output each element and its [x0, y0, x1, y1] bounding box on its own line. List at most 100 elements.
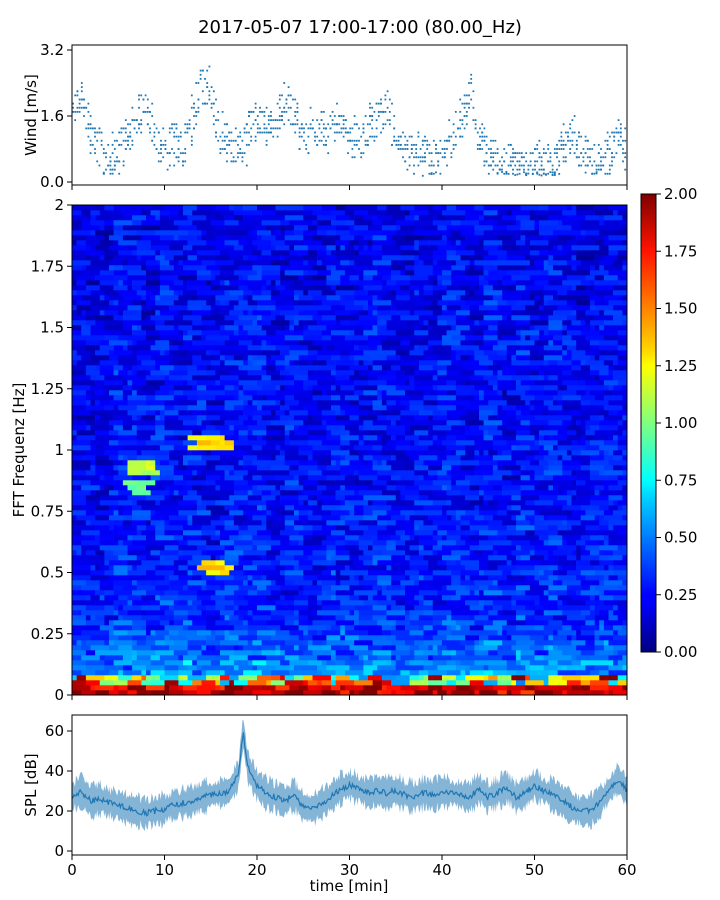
spectrogram-cell — [474, 440, 494, 446]
spectrogram-cell — [395, 665, 406, 671]
spectrogram-cell — [270, 450, 281, 456]
wind-point — [237, 143, 239, 146]
spectrogram-cell — [511, 675, 526, 681]
wind-point — [149, 131, 151, 134]
spectrogram-cell — [534, 575, 540, 581]
spectrogram-cell — [474, 330, 484, 336]
wind-point — [536, 148, 539, 150]
spectrogram-cell — [335, 345, 355, 351]
spectrogram-cell — [247, 490, 253, 496]
spectrogram-cell — [566, 680, 582, 686]
spectrogram-cell — [210, 375, 221, 381]
spectrogram-cell — [220, 690, 235, 696]
spectrogram-cell — [164, 420, 184, 426]
spectrogram-cell — [72, 370, 87, 376]
spectrogram-cell — [220, 495, 230, 501]
spectrogram-cell — [590, 655, 609, 661]
spectrogram-cell — [418, 370, 438, 376]
spectrogram-cell — [363, 390, 378, 396]
spectrogram-cell — [257, 360, 267, 366]
spectrogram-cell — [446, 420, 461, 426]
spectrogram-cell — [136, 435, 151, 441]
spectrogram-cell — [178, 600, 188, 606]
spectrogram-cell — [344, 390, 355, 396]
wind-y-ticks: 0.01.63.2 — [40, 41, 72, 191]
wind-point — [256, 115, 259, 117]
spectrogram-cell — [280, 350, 290, 356]
wind-point — [296, 123, 299, 126]
spectrogram-cell — [196, 390, 216, 396]
spectrogram-cell — [608, 370, 614, 376]
spectrogram-cell — [118, 450, 138, 456]
wind-point — [564, 156, 567, 159]
wind-point — [234, 160, 237, 163]
spectrogram-cell — [465, 345, 480, 351]
spectrogram-cell — [409, 645, 420, 651]
spectrogram-cell — [192, 485, 202, 491]
wind-y-tick-label: 3.2 — [40, 41, 64, 59]
spectrogram-cell — [451, 480, 457, 486]
wind-point — [364, 115, 367, 117]
spectrogram-cell — [534, 640, 554, 646]
wind-point — [241, 160, 244, 163]
wind-point — [259, 127, 261, 130]
spectrogram-cell — [571, 360, 582, 366]
spectrogram-cell — [381, 390, 387, 396]
spectrogram-cell — [603, 575, 609, 581]
wind-point — [492, 152, 495, 155]
wind-point — [606, 172, 609, 175]
spectrogram-cell — [266, 365, 276, 371]
spectrogram-cell — [585, 440, 591, 446]
spectrogram-cell — [465, 300, 484, 306]
spectrogram-cell — [405, 660, 410, 666]
spectrogram-cell — [118, 360, 138, 366]
spectrogram-cell — [95, 510, 105, 516]
wind-point — [450, 135, 453, 138]
spectrogram-cell — [608, 400, 628, 406]
spectrogram-cell — [183, 625, 188, 631]
spectrogram-cell — [206, 605, 216, 611]
wind-point — [584, 164, 587, 167]
spectrogram-cell — [428, 415, 434, 421]
spectrogram-cell — [469, 530, 475, 536]
wind-point — [611, 152, 613, 155]
wind-point — [116, 160, 118, 163]
spectrogram-cell — [608, 450, 614, 456]
spectrogram-cell — [465, 445, 475, 451]
spectrogram-cell — [183, 440, 198, 446]
spectrogram-cell — [479, 595, 489, 601]
spectrogram-cell — [215, 645, 235, 651]
wind-point — [292, 123, 294, 126]
spectrogram-cell — [122, 375, 138, 381]
spectrogram-cell — [321, 670, 336, 676]
spectrogram-cell — [437, 540, 457, 546]
spectrogram-cell — [109, 295, 124, 301]
spectrogram-cell — [599, 580, 605, 586]
spectrogram-cell — [543, 370, 549, 376]
spectrogram-cell — [400, 655, 415, 661]
spectrogram-cell — [72, 395, 87, 401]
spectrogram-cell — [455, 560, 461, 566]
spectrogram-cell — [497, 305, 512, 311]
wind-point — [413, 156, 415, 159]
spectrogram-cell — [122, 295, 142, 301]
spectrogram-cell — [233, 665, 239, 671]
spectrogram-cell — [474, 645, 480, 651]
spectrogram-cell — [409, 355, 424, 361]
spectrogram-cell — [169, 340, 184, 346]
spectrogram-cell — [548, 670, 554, 676]
spectrogram-cell — [423, 485, 443, 491]
spectrogram-cell — [257, 340, 262, 346]
spectrogram-cell — [437, 365, 447, 371]
spectrogram-cell — [354, 475, 360, 481]
spectrogram-cell — [566, 585, 582, 591]
spectrogram-cell — [289, 660, 309, 666]
spectrogram-cell — [580, 520, 600, 526]
spectrogram-cell — [224, 440, 235, 446]
spectrogram-cell — [187, 435, 207, 441]
spectrogram-cell — [460, 380, 466, 386]
spectrogram-cell — [543, 540, 549, 546]
spectrogram-cell — [354, 480, 373, 486]
spectrogram-cell — [455, 435, 466, 441]
wind-point — [248, 143, 250, 146]
